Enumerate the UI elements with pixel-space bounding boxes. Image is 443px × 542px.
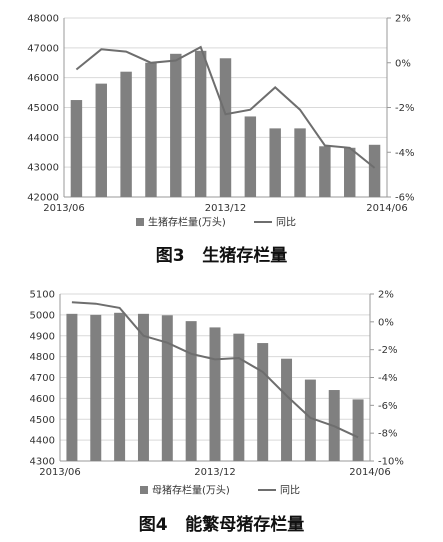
bar — [209, 327, 221, 461]
y-tick-label: 4500 — [30, 415, 55, 426]
legend-bar-swatch — [140, 486, 148, 494]
y2-tick-label: -2% — [395, 103, 414, 114]
y2-tick-label: -10% — [378, 457, 404, 468]
y2-tick-label: 2% — [378, 290, 394, 301]
y-tick-label: 42000 — [27, 193, 59, 204]
figure4-caption: 图4 能繁母猪存栏量 — [138, 515, 305, 535]
bar — [90, 314, 102, 461]
y-tick-label: 46000 — [27, 73, 59, 84]
legend-line-label: 同比 — [280, 485, 300, 497]
y-tick-label: 45000 — [27, 103, 59, 114]
bar — [194, 50, 207, 197]
y-tick-label: 48000 — [27, 14, 59, 25]
y-tick-label: 43000 — [27, 163, 59, 174]
legend-line-label: 同比 — [276, 217, 296, 229]
legend-bar-label: 母猪存栏量(万头) — [152, 484, 230, 497]
y-tick-label: 4900 — [30, 331, 55, 342]
y-tick-label: 5000 — [30, 310, 55, 321]
y-tick-label: 4400 — [30, 436, 55, 447]
bar — [352, 399, 364, 461]
bar — [304, 379, 316, 461]
bar — [120, 71, 132, 197]
legend-bar-swatch — [136, 218, 144, 226]
y-tick-label: 44000 — [27, 133, 59, 144]
bar — [344, 147, 356, 197]
bar — [281, 358, 293, 461]
bar — [244, 116, 257, 197]
y2-tick-label: -6% — [395, 193, 414, 204]
x-tick-label: 2013/12 — [205, 203, 247, 214]
bar — [319, 146, 331, 197]
bar — [368, 144, 381, 197]
bar — [219, 58, 232, 198]
bar — [70, 100, 83, 197]
y2-tick-label: 2% — [395, 14, 411, 25]
y-tick-label: 47000 — [27, 43, 59, 54]
bar — [114, 312, 126, 461]
yoy-line — [71, 301, 359, 439]
sow-stock-chart: 4300 4400 4500 4600 4700 4800 4900 5000 5100 -10%… — [30, 290, 404, 497]
x-tick-label: 2013/12 — [194, 467, 236, 478]
bar — [233, 333, 245, 461]
yoy-line — [75, 45, 376, 169]
x-tick-label: 2013/06 — [43, 203, 85, 214]
bar — [145, 62, 157, 197]
y2-tick-label: -4% — [395, 148, 414, 159]
x-tick-label: 2014/06 — [349, 467, 391, 478]
bar — [294, 128, 306, 197]
y2-tick-label: -6% — [378, 401, 397, 412]
bar — [170, 53, 182, 197]
y2-tick-label: -4% — [378, 373, 397, 384]
legend-bar-label: 生猪存栏量(万头) — [148, 216, 226, 229]
pig-stock-chart: 42000 43000 44000 45000 46000 47000 48000 -6% -4… — [27, 14, 414, 229]
y-tick-label: 4300 — [30, 457, 55, 468]
bar — [269, 128, 281, 197]
y2-tick-label: -2% — [378, 345, 397, 356]
y-tick-label: 5100 — [30, 290, 55, 301]
figure3-caption: 图3 生猪存栏量 — [155, 246, 288, 266]
bar — [66, 313, 78, 461]
y-tick-label: 4700 — [30, 373, 55, 384]
bar — [137, 313, 149, 461]
bar — [257, 343, 269, 461]
y2-tick-label: 0% — [395, 58, 411, 69]
y-tick-label: 4600 — [30, 394, 55, 405]
x-tick-label: 2014/06 — [366, 203, 408, 214]
y-tick-label: 4800 — [30, 352, 55, 363]
bar — [185, 321, 197, 461]
y2-tick-label: -8% — [378, 429, 397, 440]
x-tick-label: 2013/06 — [39, 467, 81, 478]
y2-tick-label: 0% — [378, 317, 394, 328]
bar — [161, 315, 173, 461]
bar — [95, 83, 107, 197]
